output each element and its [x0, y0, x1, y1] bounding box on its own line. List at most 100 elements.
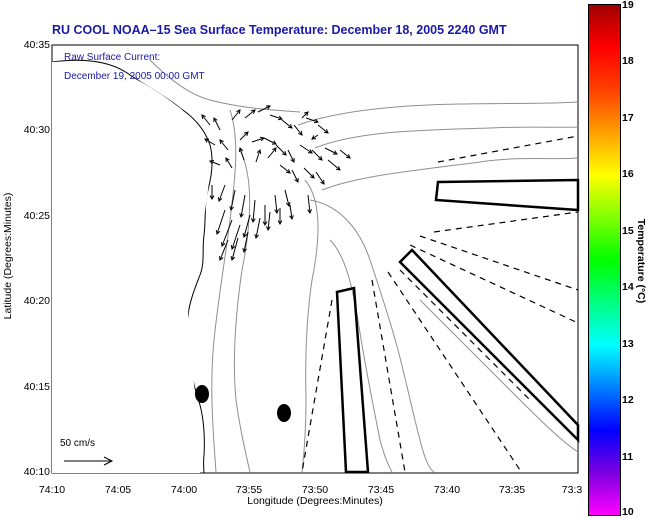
- current-arrow: [219, 139, 229, 151]
- current-arrow: [289, 204, 293, 220]
- current-arrow-head: [239, 213, 244, 219]
- current-arrow: [219, 239, 229, 261]
- current-arrow: [284, 189, 290, 207]
- current-arrow: [252, 199, 256, 223]
- current-arrow: [267, 147, 277, 159]
- current-arrow: [255, 217, 261, 239]
- current-arrow-head: [345, 154, 351, 159]
- current-arrow-head: [272, 147, 277, 153]
- colorbar-label: Temperature (°C): [635, 218, 647, 304]
- current-arrow-head: [242, 248, 247, 254]
- current-arrow: [209, 160, 221, 166]
- current-arrow-head: [271, 140, 277, 145]
- current-arrow-head: [289, 215, 294, 221]
- current-arrow: [231, 237, 239, 261]
- x-tick: 73:40: [433, 484, 461, 496]
- current-arrow: [243, 231, 249, 253]
- current-arrow-head: [229, 206, 234, 212]
- x-axis-label: Longitude (Degrees:Minutes): [247, 495, 383, 507]
- current-arrow-head: [209, 195, 215, 201]
- current-arrow-head: [287, 124, 293, 129]
- current-arrow: [311, 149, 323, 161]
- x-tick: 73:50: [301, 484, 329, 496]
- current-arrow-head: [230, 244, 236, 250]
- current-arrow: [221, 219, 233, 247]
- colorbar-tick: 16: [622, 168, 634, 180]
- current-arrow: [299, 144, 313, 154]
- current-arrow: [324, 147, 338, 155]
- current-arrow: [240, 194, 246, 218]
- x-tick: 74:00: [170, 484, 198, 496]
- colorbar-tick: 14: [622, 281, 634, 293]
- x-tick: 73:55: [235, 484, 263, 496]
- station-marker: [277, 404, 291, 422]
- current-arrow-head: [266, 226, 271, 232]
- current-arrow: [255, 149, 261, 163]
- current-arrow: [301, 111, 309, 119]
- current-arrow: [201, 114, 211, 126]
- current-arrow-head: [244, 131, 249, 136]
- x-tick: 73:35: [498, 484, 526, 496]
- current-arrow-head: [250, 109, 256, 114]
- current-arrow-head: [282, 151, 287, 156]
- current-arrow-head: [307, 149, 313, 154]
- y-tick: 40:25: [23, 210, 50, 222]
- current-arrow-head: [277, 115, 283, 121]
- y-axis-label: Latitude (Degrees:Minutes): [2, 192, 14, 320]
- current-arrow: [291, 169, 299, 183]
- current-arrow-head: [335, 166, 341, 171]
- colorbar-tick: 17: [622, 112, 634, 124]
- current-arrow: [244, 109, 256, 119]
- current-arrow-head: [242, 232, 248, 239]
- current-arrow-head: [323, 129, 329, 134]
- current-arrow-head: [213, 117, 218, 123]
- current-arrow-head: [313, 118, 319, 124]
- current-arrow-head: [318, 156, 323, 161]
- current-arrow-head: [236, 109, 241, 115]
- current-arrow-head: [320, 179, 325, 185]
- colorbar-tick: 13: [622, 338, 634, 350]
- current-arrow-head: [262, 221, 268, 227]
- current-arrow: [279, 164, 291, 174]
- current-arrow: [275, 144, 287, 156]
- map-title: RU COOL NOAA–15 Sea Surface Temperature:…: [52, 23, 507, 37]
- current-arrow: [251, 137, 265, 143]
- current-arrow: [257, 105, 271, 113]
- y-tick: 40:10: [23, 466, 50, 478]
- current-arrow: [317, 124, 329, 134]
- dashed-zones: [301, 135, 579, 473]
- current-arrow-head: [209, 160, 215, 165]
- current-arrow: [231, 109, 241, 121]
- current-arrow-head: [225, 157, 230, 163]
- current-arrow: [216, 209, 226, 235]
- colorbar-tick: 15: [622, 225, 634, 237]
- current-arrow: [243, 214, 251, 238]
- legend-line-2: December 19, 2005 00:00 GMT: [64, 71, 205, 82]
- x-tick: 74:10: [38, 484, 66, 496]
- current-arrow: [274, 194, 278, 214]
- current-arrow-head: [298, 130, 303, 136]
- current-arrow: [303, 167, 315, 179]
- colorbar-tick: 11: [622, 451, 634, 463]
- scale-label: 50 cm/s: [60, 438, 96, 449]
- current-arrow-head: [250, 218, 256, 224]
- current-arrow-head: [230, 255, 236, 262]
- current-arrow-head: [204, 138, 210, 143]
- current-arrow-head: [311, 135, 317, 140]
- current-arrow: [218, 184, 226, 202]
- bathymetry-contours: [149, 59, 579, 473]
- current-arrow: [287, 149, 295, 163]
- current-arrow-head: [265, 105, 271, 110]
- y-tick: 40:35: [23, 39, 50, 51]
- current-arrow: [239, 131, 249, 141]
- current-arrow-head: [219, 139, 224, 145]
- current-arrow-head: [294, 177, 299, 183]
- colorbar-tick: 18: [622, 55, 634, 67]
- current-arrow: [213, 117, 221, 131]
- y-tick: 40:15: [23, 381, 50, 393]
- current-arrow: [263, 137, 277, 145]
- current-arrow: [230, 189, 236, 211]
- scale-arrow: [64, 456, 114, 466]
- current-arrow: [281, 119, 293, 129]
